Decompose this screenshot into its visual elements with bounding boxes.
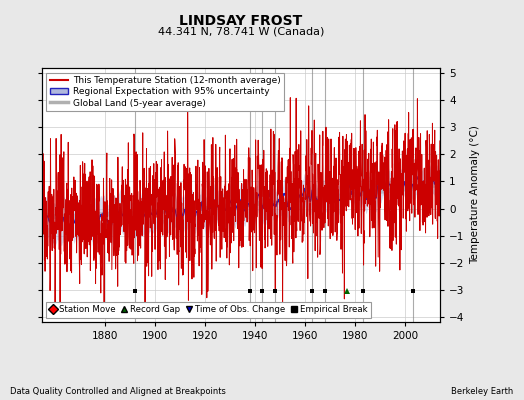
- Y-axis label: Temperature Anomaly (°C): Temperature Anomaly (°C): [470, 126, 480, 264]
- Legend: Station Move, Record Gap, Time of Obs. Change, Empirical Break: Station Move, Record Gap, Time of Obs. C…: [46, 302, 371, 318]
- Text: 44.341 N, 78.741 W (Canada): 44.341 N, 78.741 W (Canada): [158, 26, 324, 36]
- Text: Berkeley Earth: Berkeley Earth: [451, 387, 514, 396]
- Text: Data Quality Controlled and Aligned at Breakpoints: Data Quality Controlled and Aligned at B…: [10, 387, 226, 396]
- Text: LINDSAY FROST: LINDSAY FROST: [179, 14, 303, 28]
